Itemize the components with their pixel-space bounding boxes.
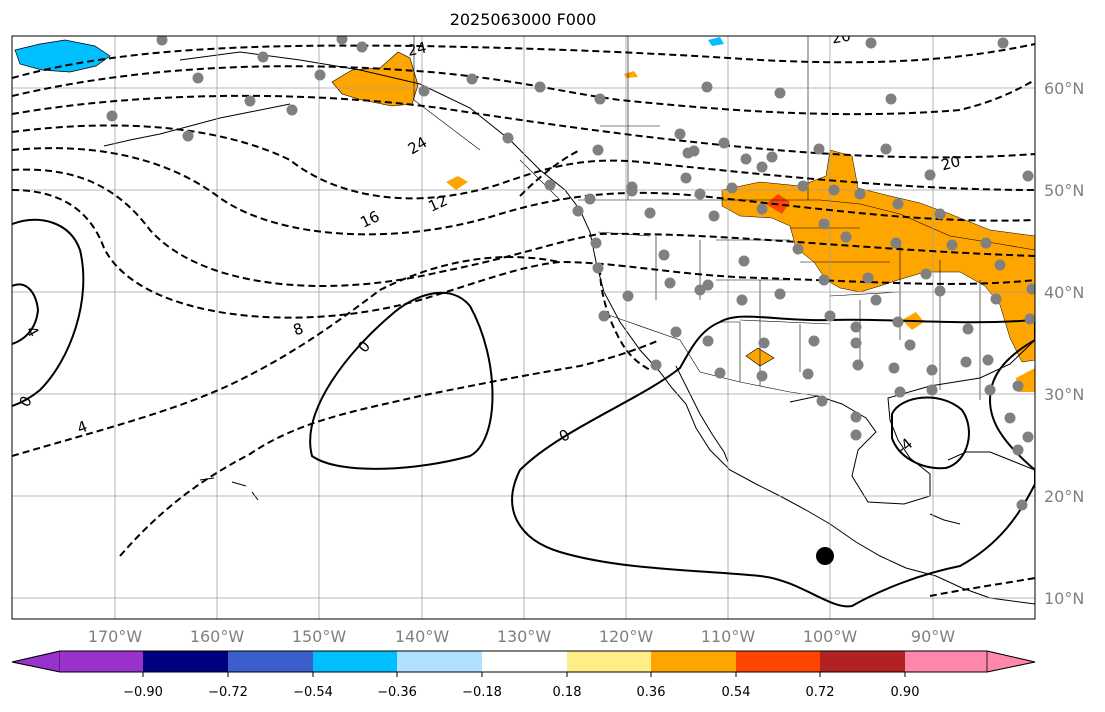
cyan-region-northwest xyxy=(14,39,111,73)
black-station-marker xyxy=(816,547,834,565)
colorbar-tick-label: 0.72 xyxy=(806,685,835,700)
colorbar-tick-label: −0.18 xyxy=(462,685,502,700)
contour-label: 20 xyxy=(939,152,962,174)
political-borders xyxy=(413,36,1035,400)
lon-label: 170°W xyxy=(88,627,143,646)
colorbar-tick-label: 0.18 xyxy=(553,685,582,700)
station-dots xyxy=(106,36,1035,511)
lat-label: 40°N xyxy=(1044,283,1084,302)
orange-region-pacific xyxy=(446,176,468,190)
colorbar-tick-label: −0.72 xyxy=(208,685,248,700)
solid-contours xyxy=(12,218,1035,608)
colorbar-tick-label: 0.54 xyxy=(722,685,751,700)
lon-label: 150°W xyxy=(292,627,347,646)
lon-label: 120°W xyxy=(599,627,654,646)
colorbar-segment xyxy=(313,651,397,672)
colorbar-outline xyxy=(11,650,1036,673)
graticule xyxy=(12,36,1035,619)
colorbar-segment xyxy=(820,651,905,672)
map-border xyxy=(11,35,1036,620)
colorbar-segment xyxy=(143,651,228,672)
latitude-labels: 60°N 50°N 40°N 30°N 20°N 10°N xyxy=(1044,79,1084,608)
lon-label: 100°W xyxy=(803,627,858,646)
lat-label: 10°N xyxy=(1044,589,1084,608)
colorbar-segment xyxy=(228,651,313,672)
lat-label: 20°N xyxy=(1044,487,1084,506)
orange-region-alaska xyxy=(331,51,419,107)
orange-region-canada-small xyxy=(624,71,638,78)
colorbar-segment xyxy=(567,651,651,672)
colorbar-low-extension xyxy=(11,650,61,673)
contour-label: 24 xyxy=(406,38,428,60)
lon-label: 130°W xyxy=(497,627,552,646)
colorbar-tick-labels: −0.90 −0.72 −0.54 −0.36 −0.18 0.18 0.36 … xyxy=(123,685,919,700)
lat-label: 30°N xyxy=(1044,385,1084,404)
colorbar-segment xyxy=(905,651,987,672)
colorbar-tick-label: −0.90 xyxy=(123,685,163,700)
colorbar-segment xyxy=(651,651,736,672)
lon-label: 90°W xyxy=(911,627,955,646)
cyan-region-north xyxy=(708,37,724,46)
map-title: 2025063000 F000 xyxy=(450,10,597,29)
longitude-labels: 170°W 160°W 150°W 140°W 130°W 120°W 110°… xyxy=(88,627,955,646)
map-area: 24 24 20 16 12 8 4 4 0 0 0 -4 20 xyxy=(12,27,1035,619)
contour-label: 20 xyxy=(830,27,852,48)
colorbar-high-extension xyxy=(986,650,1036,673)
lon-label: 140°W xyxy=(395,627,450,646)
lat-label: 60°N xyxy=(1044,79,1084,98)
lon-label: 110°W xyxy=(701,627,756,646)
colorbar-tick-label: −0.36 xyxy=(377,685,417,700)
lat-label: 50°N xyxy=(1044,181,1084,200)
colorbar: −0.90 −0.72 −0.54 −0.36 −0.18 0.18 0.36 … xyxy=(11,650,1036,700)
colorbar-tick-label: 0.36 xyxy=(637,685,666,700)
colorbar-segment xyxy=(60,651,143,672)
lon-label: 160°W xyxy=(190,627,245,646)
colorbar-ticks xyxy=(142,672,906,677)
colorbar-segment xyxy=(736,651,820,672)
colorbar-segment xyxy=(482,651,567,672)
colorbar-tick-label: −0.54 xyxy=(293,685,333,700)
colorbar-segment xyxy=(397,651,482,672)
colorbar-tick-label: 0.90 xyxy=(891,685,920,700)
